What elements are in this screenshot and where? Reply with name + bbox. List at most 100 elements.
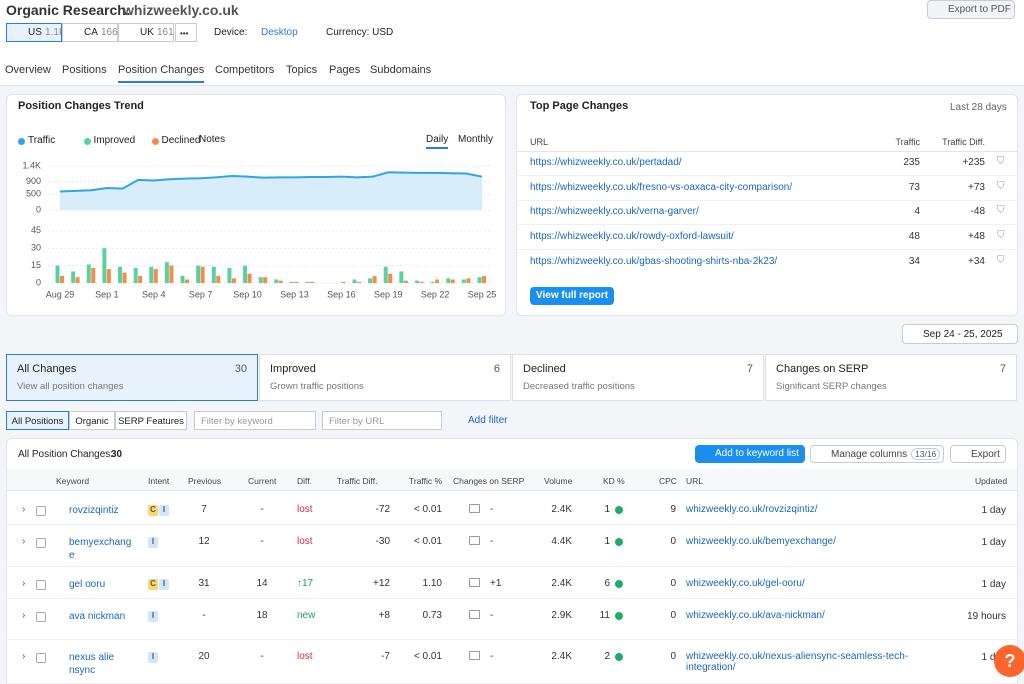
- checkbox[interactable]: [36, 538, 46, 548]
- keyword-filter[interactable]: Filter by keyword: [194, 411, 316, 430]
- bar: [414, 280, 419, 283]
- cell-traffic-diff: +8: [378, 610, 390, 621]
- date-picker[interactable]: Sep 24 - 25, 2025: [902, 324, 1018, 344]
- cell-previous: 20: [198, 651, 210, 662]
- serp-icon: [469, 504, 480, 513]
- expand[interactable]: ›: [22, 578, 26, 589]
- bar: [435, 279, 440, 283]
- database-button[interactable]: UK 161: [118, 23, 174, 42]
- help-button[interactable]: ?: [994, 645, 1024, 677]
- add-filter[interactable]: Add filter: [468, 415, 508, 426]
- url-link[interactable]: https://whizweekly.co.uk/fresno-vs-oaxac…: [530, 181, 793, 193]
- export-pdf[interactable]: Export to PDF: [927, 0, 1015, 19]
- cell-url[interactable]: whizweekly.co.uk/ava-nickman/: [686, 610, 825, 621]
- url-filter[interactable]: Filter by URL: [322, 411, 442, 430]
- toggle[interactable]: Monthly: [458, 134, 494, 145]
- bar: [450, 279, 455, 283]
- row-divider: [7, 598, 1017, 599]
- cell-previous: 7: [201, 504, 207, 515]
- tab[interactable]: Positions: [62, 64, 107, 76]
- cell: 34: [908, 255, 920, 267]
- cell-updated: 1 day: [981, 537, 1006, 548]
- cell-diff: lost: [297, 536, 313, 547]
- checkbox[interactable]: [36, 506, 46, 516]
- intent-badge: I: [148, 537, 158, 548]
- tab[interactable]: Pages: [329, 64, 361, 76]
- cell-url[interactable]: whizweekly.co.uk/rovzizqintiz/: [686, 504, 818, 515]
- tab[interactable]: Subdomains: [370, 64, 432, 76]
- keyword[interactable]: rovzizqintiz: [69, 505, 119, 516]
- bar: [133, 267, 138, 283]
- column-header: Changes on SERP: [453, 476, 525, 486]
- toggle[interactable]: Daily: [426, 134, 449, 149]
- checkbox[interactable]: [36, 612, 46, 622]
- database-button[interactable]: US 1.1K: [6, 23, 66, 42]
- filter-icon: ⛉: [997, 205, 1005, 217]
- intent-badge: C: [148, 579, 158, 590]
- column-header: Intent: [148, 476, 170, 486]
- add-keywords[interactable]: Add to keyword list: [695, 445, 805, 463]
- currency: Currency: USD: [326, 27, 394, 38]
- top-bar: [0, 0, 1024, 86]
- summary-card[interactable]: Improved 6 Grown traffic positions: [259, 354, 511, 401]
- cell-current: -: [260, 651, 264, 662]
- device-value[interactable]: Desktop: [261, 27, 298, 38]
- intent-badge: C: [148, 505, 158, 516]
- keyword[interactable]: ava nickman: [69, 611, 126, 622]
- summary-card[interactable]: Declined 7 Decreased traffic positions: [512, 354, 764, 401]
- summary-card[interactable]: Changes on SERP 7 Significant SERP changes: [765, 354, 1017, 401]
- cell-url[interactable]: whizweekly.co.uk/gel-ooru/: [686, 578, 805, 589]
- device-label: Device:: [214, 27, 248, 38]
- legend-dot: [151, 138, 159, 145]
- notes-button[interactable]: Notes: [199, 134, 226, 145]
- cell-kd: 1: [604, 504, 610, 515]
- url-link[interactable]: https://whizweekly.co.uk/verna-garver/: [530, 206, 699, 218]
- keyword[interactable]: gel ooru: [69, 579, 106, 590]
- summary-card[interactable]: All Changes 30 View all position changes: [6, 354, 258, 401]
- segment[interactable]: SERP Features: [115, 411, 187, 430]
- cell-previous: -: [202, 610, 206, 621]
- cell: 4: [914, 206, 920, 218]
- tab[interactable]: Topics: [286, 64, 318, 76]
- export[interactable]: Export: [950, 445, 1006, 463]
- bar: [243, 265, 248, 283]
- header-row: [7, 469, 1017, 491]
- tab[interactable]: Overview: [5, 64, 51, 76]
- bar: [149, 266, 154, 283]
- cell-updated: 19 hours: [967, 611, 1006, 622]
- checkbox[interactable]: [36, 653, 46, 663]
- keyword[interactable]: bemyexchange: [69, 537, 132, 561]
- view-report[interactable]: View full report: [530, 287, 615, 305]
- cell-url[interactable]: whizweekly.co.uk/bemyexchange/: [686, 536, 836, 547]
- trend-title: Position Changes Trend: [18, 100, 144, 112]
- bar: [403, 280, 408, 283]
- top-pages-title: Top Page Changes: [530, 100, 629, 112]
- y-tick-label: 0: [36, 277, 41, 287]
- manage-columns[interactable]: Manage columns: [810, 445, 944, 463]
- tab[interactable]: Competitors: [215, 64, 275, 76]
- expand[interactable]: ›: [22, 504, 26, 515]
- database-count: 1.1K: [45, 27, 66, 38]
- tab[interactable]: Position Changes: [118, 64, 205, 83]
- url-link[interactable]: https://whizweekly.co.uk/pertadad/: [530, 157, 682, 168]
- cell-current: 14: [256, 578, 268, 589]
- database-button[interactable]: CA 166: [62, 23, 118, 42]
- card-count: 7: [746, 363, 753, 375]
- expand[interactable]: ›: [22, 651, 26, 662]
- segment[interactable]: All Positions: [6, 411, 69, 430]
- cell-url[interactable]: whizweekly.co.uk/nexus-aliensync-seamles…: [686, 651, 909, 673]
- line: [59, 171, 483, 193]
- more-button[interactable]: •••: [175, 23, 197, 42]
- keyword[interactable]: nexus aliensync: [69, 652, 115, 676]
- url-link[interactable]: https://whizweekly.co.uk/gbas-shooting-s…: [530, 255, 778, 267]
- url-link[interactable]: https://whizweekly.co.uk/rowdy-oxford-la…: [530, 231, 734, 243]
- cell-volume: 4.4K: [551, 536, 572, 547]
- expand[interactable]: ›: [22, 610, 26, 621]
- expand[interactable]: ›: [22, 536, 26, 547]
- cell-cpc: 9: [670, 504, 676, 515]
- checkbox[interactable]: [36, 580, 46, 590]
- cell: 235: [903, 157, 920, 168]
- segment[interactable]: Organic: [69, 411, 115, 430]
- serp-icon: [469, 578, 480, 587]
